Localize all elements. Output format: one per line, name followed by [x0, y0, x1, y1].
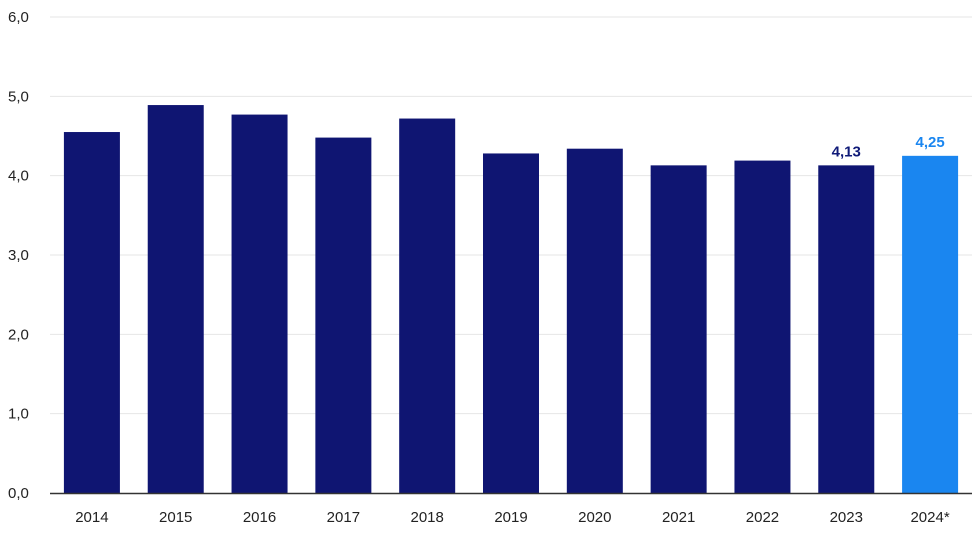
x-tick-label: 2022 — [746, 509, 779, 526]
y-tick-label: 2,0 — [8, 326, 29, 343]
data-label: 4,13 — [832, 143, 861, 160]
bar-2024-forecast — [902, 155, 959, 494]
bar-2014 — [63, 132, 120, 494]
y-tick-label: 4,0 — [8, 168, 29, 185]
x-tick-label: 2015 — [159, 509, 192, 526]
y-tick-label: 0,0 — [8, 485, 29, 502]
x-tick-label: 2024* — [910, 509, 949, 526]
bar-2018 — [399, 118, 456, 494]
bar-2023 — [818, 165, 875, 493]
bar-2016 — [231, 114, 288, 493]
y-tick-label: 3,0 — [8, 247, 29, 264]
x-tick-label: 2017 — [327, 509, 360, 526]
bars — [63, 105, 959, 494]
y-tick-label: 1,0 — [8, 406, 29, 423]
x-tick-label: 2019 — [494, 509, 527, 526]
y-tick-label: 6,0 — [8, 9, 29, 26]
x-tick-label: 2023 — [830, 509, 863, 526]
bar-2022 — [734, 160, 791, 494]
bar-2020 — [566, 148, 623, 493]
data-labels: 4,13 4,25 — [832, 134, 945, 161]
bar-2019 — [483, 153, 539, 493]
bar-2017 — [315, 137, 372, 493]
y-tick-label: 5,0 — [8, 88, 29, 105]
x-tick-label: 2020 — [578, 509, 611, 526]
x-tick-label: 2016 — [243, 509, 276, 526]
data-label: 4,25 — [915, 134, 944, 151]
bar-2021 — [650, 165, 707, 493]
x-tick-label: 2018 — [410, 509, 443, 526]
y-axis-ticks: 0,0 1,0 2,0 3,0 4,0 5,0 6,0 — [8, 9, 29, 502]
bar-2015 — [147, 105, 204, 493]
x-tick-label: 2021 — [662, 509, 695, 526]
x-axis-ticks: 2014 2015 2016 2017 2018 2019 2020 2021 2022 2023… — [75, 509, 950, 526]
x-tick-label: 2014 — [75, 509, 108, 526]
